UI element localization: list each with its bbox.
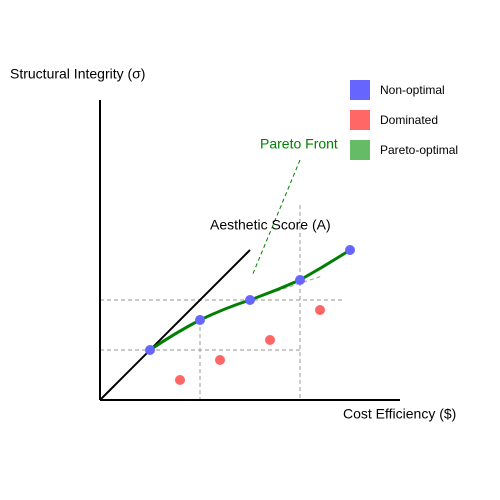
point — [345, 245, 355, 255]
point — [195, 315, 205, 325]
legend: Non-optimal Dominated Pareto-optimal — [350, 80, 458, 160]
z-axis-label: Aesthetic Score (A) — [210, 217, 331, 233]
annotation: Pareto Front — [260, 136, 338, 152]
guide-line — [249, 275, 323, 301]
point — [145, 345, 155, 355]
point — [315, 305, 325, 315]
legend-swatch — [350, 140, 370, 160]
z-axis — [99, 249, 251, 401]
legend-label: Dominated — [380, 113, 438, 127]
pareto-points — [145, 245, 355, 355]
point — [215, 355, 225, 365]
dominated-points — [175, 305, 325, 385]
legend-label: Non-optimal — [380, 83, 445, 97]
point — [295, 275, 305, 285]
point — [245, 295, 255, 305]
x-axis-label: Cost Efficiency ($) — [343, 406, 456, 422]
point — [265, 335, 275, 345]
legend-swatch — [350, 110, 370, 130]
point — [175, 375, 185, 385]
legend-label: Pareto-optimal — [380, 143, 458, 157]
legend-swatch — [350, 80, 370, 100]
y-axis-label: Structural Integrity (σ) — [10, 66, 145, 82]
